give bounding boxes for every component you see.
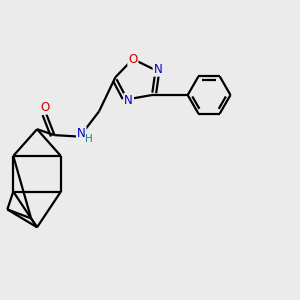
Text: H: H: [85, 134, 93, 144]
Text: O: O: [128, 52, 137, 66]
Text: N: N: [154, 63, 162, 76]
Text: O: O: [40, 101, 49, 114]
Text: N: N: [124, 94, 133, 107]
Text: N: N: [77, 127, 85, 140]
